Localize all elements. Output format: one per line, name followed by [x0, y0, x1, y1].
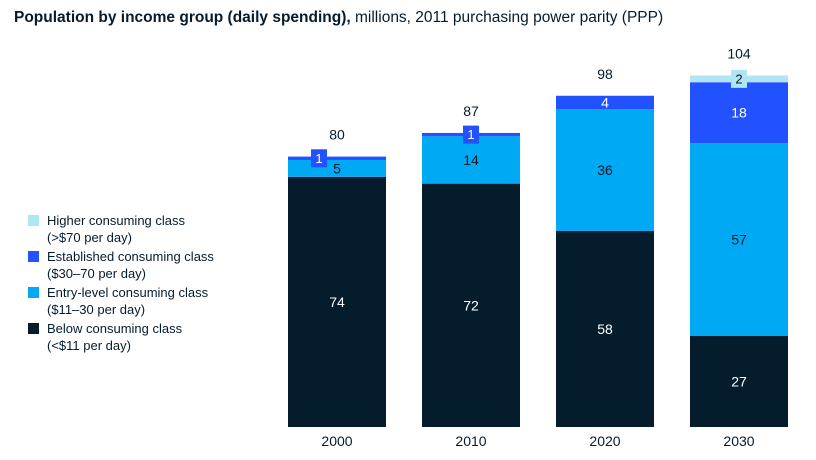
legend-label-entry: Entry-level consuming class: [47, 285, 209, 300]
data-label: 58: [597, 321, 613, 337]
data-label: 18: [731, 105, 747, 121]
chart-title-rest: millions, 2011 purchasing power parity (…: [350, 9, 664, 26]
bar-segment: [556, 109, 654, 231]
total-label: 104: [727, 45, 751, 61]
bar-segment: [690, 335, 788, 427]
legend-item-below: Below consuming class (<$11 per day): [28, 320, 214, 354]
data-label: 14: [463, 152, 479, 168]
legend-swatch-established: [28, 251, 39, 262]
chart-title-bold: Population by income group (daily spendi…: [14, 9, 351, 26]
data-label-box: [463, 125, 479, 144]
bar-segment: [288, 156, 386, 160]
legend-label-established: Established consuming class: [47, 249, 214, 264]
legend-swatch-below: [28, 323, 39, 334]
data-label: 5: [333, 160, 341, 176]
data-label-box: [731, 69, 747, 88]
data-label: 1: [467, 127, 474, 142]
data-label: 1: [315, 151, 322, 166]
bar-segment: [690, 143, 788, 336]
data-label: 27: [731, 373, 747, 389]
legend-swatch-higher: [28, 215, 39, 226]
chart-title: Population by income group (daily spendi…: [14, 9, 663, 27]
bar-segment: [288, 176, 386, 427]
data-label: 57: [731, 231, 747, 247]
data-label: 72: [463, 297, 479, 313]
legend-swatch-entry: [28, 287, 39, 298]
data-label: 74: [329, 294, 345, 310]
data-label: 4: [601, 95, 609, 111]
bar-segment: [422, 183, 520, 427]
bar-segment: [422, 136, 520, 184]
x-tick-label: 2010: [455, 433, 486, 449]
bar-segment: [556, 230, 654, 427]
legend-item-established: Established consuming class ($30–70 per …: [28, 248, 214, 282]
bar-segment: [690, 82, 788, 144]
legend: Higher consuming class (>$70 per day) Es…: [28, 212, 214, 356]
total-label: 87: [463, 103, 479, 119]
legend-label-below: Below consuming class: [47, 321, 183, 336]
bar-segment: [556, 95, 654, 110]
data-label: 2: [735, 71, 742, 86]
legend-range-established: ($30–70 per day): [47, 266, 147, 281]
legend-range-entry: ($11–30 per day): [47, 302, 146, 317]
x-tick-label: 2000: [321, 433, 352, 449]
total-label: 80: [329, 127, 345, 143]
legend-item-entry: Entry-level consuming class ($11–30 per …: [28, 284, 214, 318]
legend-range-below: (<$11 per day): [47, 338, 131, 353]
x-tick-label: 2020: [589, 433, 620, 449]
legend-item-higher: Higher consuming class (>$70 per day): [28, 212, 214, 246]
x-tick-label: 2030: [723, 433, 754, 449]
data-label: 36: [597, 162, 613, 178]
legend-label-higher: Higher consuming class: [47, 213, 186, 228]
data-label-box: [311, 149, 327, 168]
total-label: 98: [597, 66, 613, 82]
legend-range-higher: (>$70 per day): [47, 230, 132, 245]
